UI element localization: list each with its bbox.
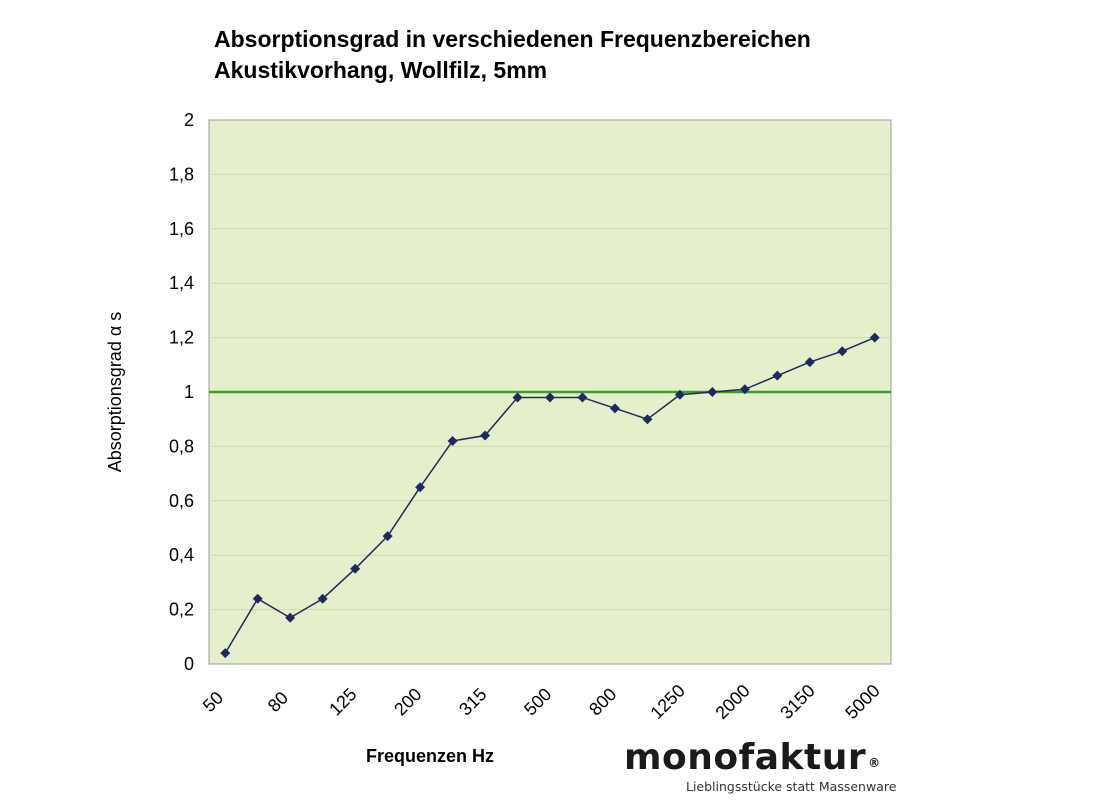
y-tick-label: 0,2 (169, 600, 194, 620)
data-point (480, 430, 491, 441)
x-tick-label: 5000 (841, 681, 883, 723)
y-tick-label: 1,2 (169, 328, 194, 348)
data-point (512, 392, 523, 403)
x-tick-label: 80 (264, 688, 292, 716)
data-point (837, 346, 848, 357)
y-tick-label: 1,8 (169, 164, 194, 184)
y-tick-label: 1,6 (169, 219, 194, 239)
x-axis-label: Frequenzen Hz (366, 746, 494, 766)
data-point (350, 563, 361, 574)
chart-title: Absorptionsgrad in verschiedenen Frequen… (214, 26, 811, 52)
data-point (415, 482, 426, 493)
gridlines (209, 173, 891, 611)
data-point (739, 384, 750, 395)
brand-name: monofaktur (624, 737, 867, 778)
data-point (220, 648, 231, 659)
data-point (382, 531, 393, 542)
y-tick-label: 0,8 (169, 436, 194, 456)
data-point (545, 392, 555, 403)
data-point (674, 389, 685, 400)
y-tick-label: 1 (184, 382, 194, 402)
y-tick-label: 0 (184, 654, 194, 674)
x-tick-label: 3150 (776, 681, 818, 723)
data-point (285, 612, 296, 623)
data-point (804, 357, 815, 368)
x-tick-label: 500 (520, 684, 555, 719)
x-tick-label: 1250 (646, 681, 688, 723)
y-tick-label: 2 (184, 110, 194, 130)
y-tick-label: 0,4 (169, 545, 194, 565)
x-tick-label: 125 (325, 684, 360, 719)
registered-mark: ® (868, 756, 881, 770)
x-tick-label: 800 (585, 684, 620, 719)
x-tick-label: 50 (199, 688, 227, 716)
y-tick-label: 0,6 (169, 491, 194, 511)
chart-title-block: Absorptionsgrad in verschiedenen Frequen… (214, 24, 811, 86)
data-point (447, 435, 458, 446)
series-markers (220, 332, 880, 659)
chart-subtitle: Akustikvorhang, Wollfilz, 5mm (214, 57, 548, 83)
y-axis-ticks: 0 0,2 0,4 0,6 0,8 1 1,2 1,4 1,6 1,8 2 (169, 110, 194, 674)
data-point (869, 332, 880, 343)
data-point (577, 392, 588, 403)
x-tick-label: 2000 (711, 681, 753, 723)
data-point (317, 593, 328, 604)
data-point (252, 593, 263, 604)
data-point (707, 387, 718, 397)
y-tick-label: 1,4 (169, 273, 194, 293)
data-point (772, 370, 783, 381)
x-tick-label: 200 (390, 684, 425, 719)
brand-tagline: Lieblingsstücke statt Massenware (686, 779, 897, 794)
y-axis-label: Absorptionsgrad α s (105, 312, 125, 473)
data-point (609, 403, 620, 414)
x-axis-ticks: 50 80 125 200 315 500 800 1250 2000 3150 5000 (199, 681, 884, 723)
x-tick-label: 315 (455, 684, 490, 719)
brand-logo: monofaktur ® Lieblingsstücke statt Massen… (624, 737, 924, 795)
data-point (642, 414, 653, 425)
